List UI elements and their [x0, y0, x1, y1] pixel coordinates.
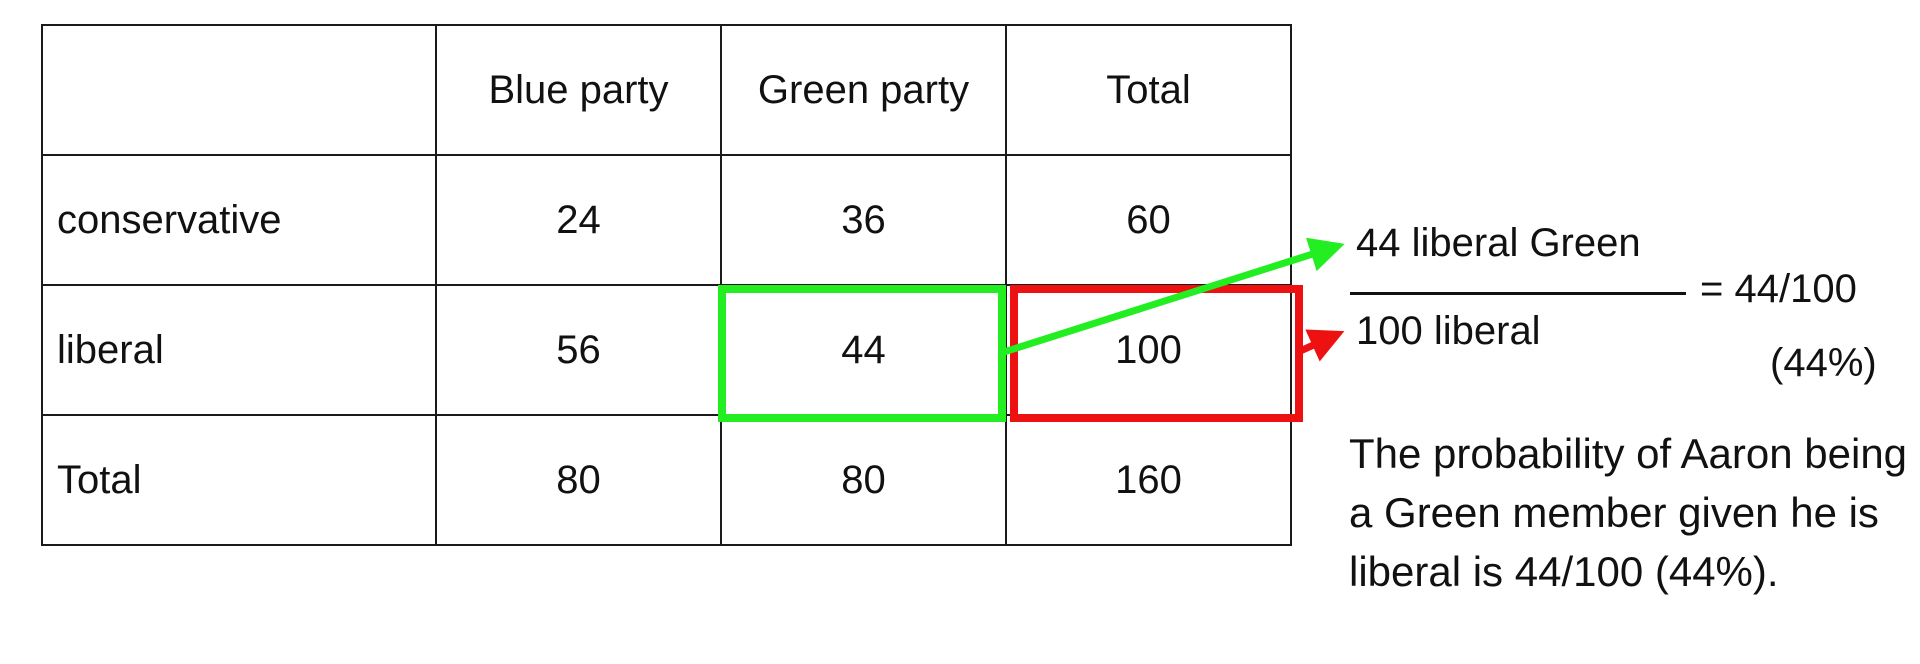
cell-conservative-green: 36 [720, 154, 1007, 286]
red-arrow [1296, 329, 1345, 362]
cell-total-blue: 80 [435, 414, 722, 546]
row-header-total: Total [41, 414, 437, 546]
cell-liberal-green: 44 [720, 284, 1007, 416]
cell-conservative-blue: 24 [435, 154, 722, 286]
contingency-table: Blue party Green party Total conservativ… [41, 24, 1292, 546]
contingency-table-container: Blue party Green party Total conservativ… [41, 24, 1292, 546]
cell-conservative-total: 60 [1005, 154, 1292, 286]
table-corner-cell [41, 24, 437, 156]
explanation-text: The probability of Aaron being a Green m… [1349, 430, 1908, 595]
table-row-liberal: liberal 56 44 100 [41, 284, 1292, 416]
table-header-row: Blue party Green party Total [41, 24, 1292, 156]
cell-liberal-blue: 56 [435, 284, 722, 416]
fraction-bar [1350, 292, 1686, 295]
fraction-percent: (44%) [1770, 341, 1877, 385]
fraction-numerator: 44 liberal Green [1356, 221, 1641, 265]
row-header-conservative: conservative [41, 154, 437, 286]
cell-liberal-total: 100 [1005, 284, 1292, 416]
fraction-result: = 44/100 [1700, 267, 1857, 311]
column-header-green-party: Green party [720, 24, 1007, 156]
column-header-blue-party: Blue party [435, 24, 722, 156]
cell-total-total: 160 [1005, 414, 1292, 546]
row-header-liberal: liberal [41, 284, 437, 416]
table-row-total: Total 80 80 160 [41, 414, 1292, 546]
column-header-total: Total [1005, 24, 1292, 156]
cell-total-green: 80 [720, 414, 1007, 546]
table-row-conservative: conservative 24 36 60 [41, 154, 1292, 286]
fraction-denominator: 100 liberal [1356, 309, 1541, 353]
